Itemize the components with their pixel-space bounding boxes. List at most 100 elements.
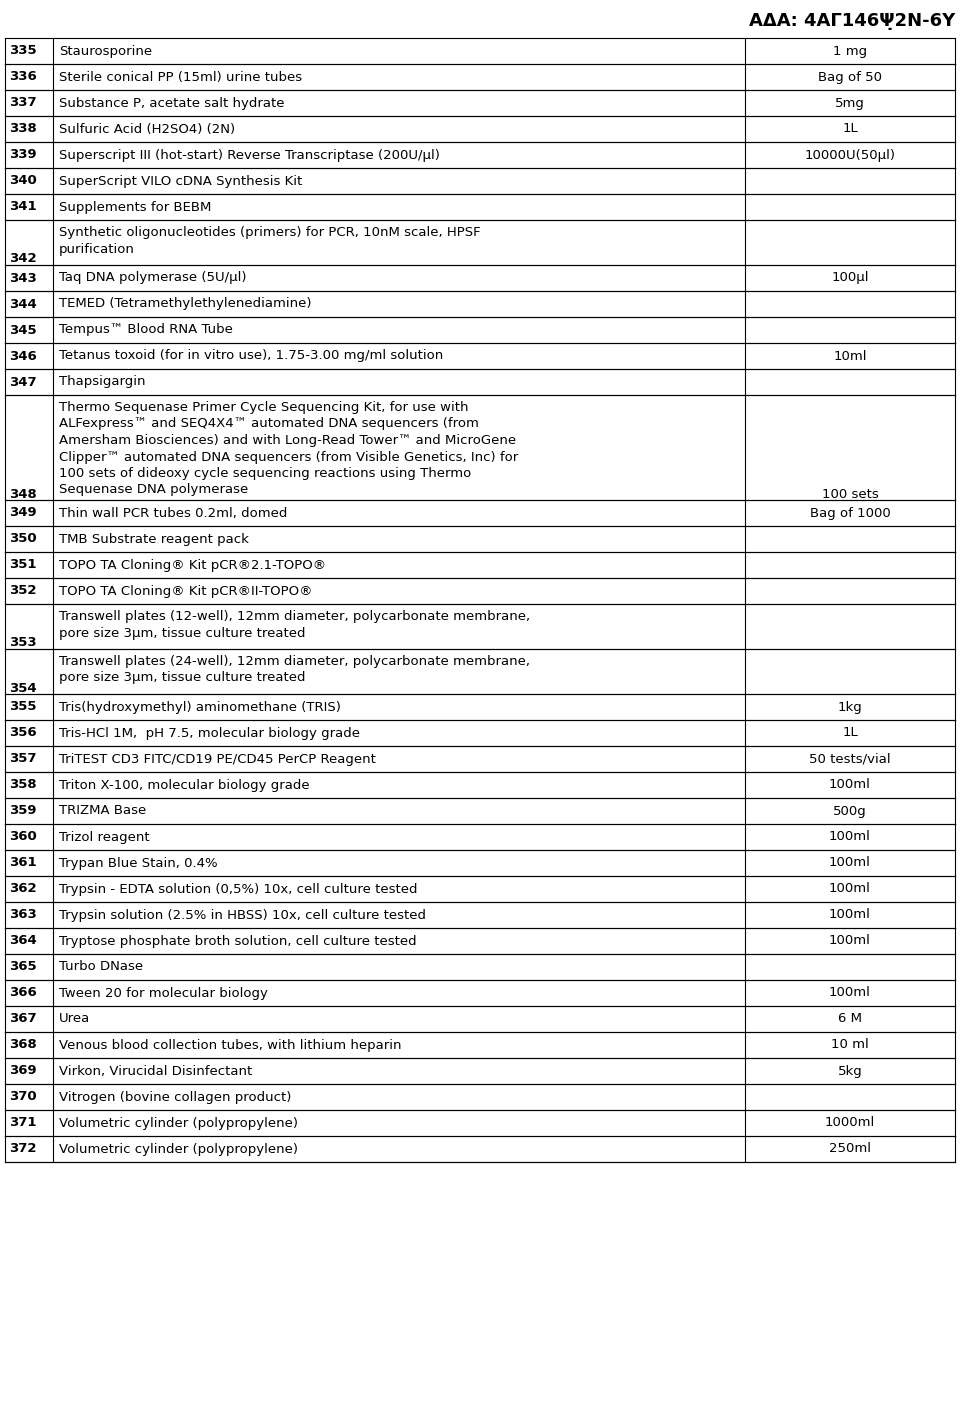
Text: TMB Substrate reagent pack: TMB Substrate reagent pack bbox=[59, 532, 249, 545]
Text: 341: 341 bbox=[9, 200, 36, 213]
Text: 250ml: 250ml bbox=[829, 1142, 871, 1156]
Text: 348: 348 bbox=[9, 488, 36, 500]
Text: TRIZMA Base: TRIZMA Base bbox=[59, 804, 146, 818]
Text: 342: 342 bbox=[9, 252, 36, 266]
Text: Supplements for BEBM: Supplements for BEBM bbox=[59, 200, 211, 213]
Text: Tryptose phosphate broth solution, cell culture tested: Tryptose phosphate broth solution, cell … bbox=[59, 934, 417, 947]
Text: Triton X-100, molecular biology grade: Triton X-100, molecular biology grade bbox=[59, 779, 310, 792]
Text: 367: 367 bbox=[9, 1013, 36, 1026]
Text: TEMED (Tetramethylethylenediamine): TEMED (Tetramethylethylenediamine) bbox=[59, 297, 311, 311]
Text: 359: 359 bbox=[9, 804, 36, 818]
Text: 500g: 500g bbox=[833, 804, 867, 818]
Text: TOPO TA Cloning® Kit pCR®II-TOPO®: TOPO TA Cloning® Kit pCR®II-TOPO® bbox=[59, 584, 313, 597]
Text: 363: 363 bbox=[9, 908, 36, 922]
Text: Tris(hydroxymethyl) aminomethane (TRIS): Tris(hydroxymethyl) aminomethane (TRIS) bbox=[59, 700, 341, 713]
Text: 361: 361 bbox=[9, 856, 36, 870]
Text: 1L: 1L bbox=[842, 727, 858, 740]
Text: 356: 356 bbox=[9, 727, 36, 740]
Text: 337: 337 bbox=[9, 97, 36, 109]
Text: Transwell plates (24-well), 12mm diameter, polycarbonate membrane,
pore size 3μm: Transwell plates (24-well), 12mm diamete… bbox=[59, 656, 530, 685]
Text: 355: 355 bbox=[9, 700, 36, 713]
Text: 372: 372 bbox=[9, 1142, 36, 1156]
Text: Bag of 50: Bag of 50 bbox=[818, 70, 882, 84]
Text: 10ml: 10ml bbox=[833, 349, 867, 363]
Text: 1 mg: 1 mg bbox=[833, 45, 867, 57]
Text: Volumetric cylinder (polypropylene): Volumetric cylinder (polypropylene) bbox=[59, 1142, 298, 1156]
Text: SuperScript VILO cDNA Synthesis Kit: SuperScript VILO cDNA Synthesis Kit bbox=[59, 175, 302, 188]
Text: Trizol reagent: Trizol reagent bbox=[59, 831, 150, 843]
Text: Urea: Urea bbox=[59, 1013, 90, 1026]
Text: 365: 365 bbox=[9, 961, 36, 974]
Text: Volumetric cylinder (polypropylene): Volumetric cylinder (polypropylene) bbox=[59, 1117, 298, 1129]
Text: 364: 364 bbox=[9, 934, 36, 947]
Text: 371: 371 bbox=[9, 1117, 36, 1129]
Text: 335: 335 bbox=[9, 45, 36, 57]
Text: 100ml: 100ml bbox=[829, 934, 871, 947]
Text: 5mg: 5mg bbox=[835, 97, 865, 109]
Text: Tempus™ Blood RNA Tube: Tempus™ Blood RNA Tube bbox=[59, 324, 233, 336]
Text: 339: 339 bbox=[9, 149, 36, 161]
Text: 50 tests/vial: 50 tests/vial bbox=[809, 752, 891, 765]
Text: Thermo Sequenase Primer Cycle Sequencing Kit, for use with
ALFexpress™ and SEQ4X: Thermo Sequenase Primer Cycle Sequencing… bbox=[59, 401, 518, 496]
Text: 100ml: 100ml bbox=[829, 856, 871, 870]
Text: 360: 360 bbox=[9, 831, 36, 843]
Text: Bag of 1000: Bag of 1000 bbox=[809, 507, 890, 520]
Text: Tris-HCl 1M,  pH 7.5, molecular biology grade: Tris-HCl 1M, pH 7.5, molecular biology g… bbox=[59, 727, 360, 740]
Text: 100ml: 100ml bbox=[829, 779, 871, 792]
Text: 100μl: 100μl bbox=[831, 272, 869, 284]
Text: 1000ml: 1000ml bbox=[825, 1117, 876, 1129]
Text: Trypan Blue Stain, 0.4%: Trypan Blue Stain, 0.4% bbox=[59, 856, 218, 870]
Text: 10000U(50μl): 10000U(50μl) bbox=[804, 149, 896, 161]
Text: 100ml: 100ml bbox=[829, 883, 871, 895]
Text: Staurosporine: Staurosporine bbox=[59, 45, 152, 57]
Text: Thapsigargin: Thapsigargin bbox=[59, 375, 146, 388]
Text: 5kg: 5kg bbox=[838, 1065, 862, 1077]
Text: Tetanus toxoid (for in vitro use), 1.75-3.00 mg/ml solution: Tetanus toxoid (for in vitro use), 1.75-… bbox=[59, 349, 444, 363]
Text: 1kg: 1kg bbox=[838, 700, 862, 713]
Text: 336: 336 bbox=[9, 70, 36, 84]
Text: 345: 345 bbox=[9, 324, 36, 336]
Text: 338: 338 bbox=[9, 122, 36, 136]
Text: TriTEST CD3 FITC/CD19 PE/CD45 PerCP Reagent: TriTEST CD3 FITC/CD19 PE/CD45 PerCP Reag… bbox=[59, 752, 376, 765]
Text: 353: 353 bbox=[9, 636, 36, 650]
Text: Synthetic oligonucleotides (primers) for PCR, 10nM scale, HPSF
purification: Synthetic oligonucleotides (primers) for… bbox=[59, 226, 481, 255]
Text: 349: 349 bbox=[9, 507, 36, 520]
Text: 351: 351 bbox=[9, 559, 36, 572]
Text: 357: 357 bbox=[9, 752, 36, 765]
Text: TOPO TA Cloning® Kit pCR®2.1-TOPO®: TOPO TA Cloning® Kit pCR®2.1-TOPO® bbox=[59, 559, 326, 572]
Text: Virkon, Virucidal Disinfectant: Virkon, Virucidal Disinfectant bbox=[59, 1065, 252, 1077]
Text: Thin wall PCR tubes 0.2ml, domed: Thin wall PCR tubes 0.2ml, domed bbox=[59, 507, 287, 520]
Text: 347: 347 bbox=[9, 375, 36, 388]
Text: 10 ml: 10 ml bbox=[831, 1038, 869, 1052]
Text: 6 M: 6 M bbox=[838, 1013, 862, 1026]
Text: Turbo DNase: Turbo DNase bbox=[59, 961, 143, 974]
Text: 346: 346 bbox=[9, 349, 36, 363]
Text: 100ml: 100ml bbox=[829, 986, 871, 999]
Text: Tween 20 for molecular biology: Tween 20 for molecular biology bbox=[59, 986, 268, 999]
Text: Trypsin solution (2.5% in HBSS) 10x, cell culture tested: Trypsin solution (2.5% in HBSS) 10x, cel… bbox=[59, 908, 426, 922]
Text: 368: 368 bbox=[9, 1038, 36, 1052]
Text: Sterile conical PP (15ml) urine tubes: Sterile conical PP (15ml) urine tubes bbox=[59, 70, 302, 84]
Text: 362: 362 bbox=[9, 883, 36, 895]
Text: Sulfuric Acid (H2SO4) (2N): Sulfuric Acid (H2SO4) (2N) bbox=[59, 122, 235, 136]
Text: 358: 358 bbox=[9, 779, 36, 792]
Text: ΑΔΑ: 4ΑΓ146Ψ̣2N-6Y: ΑΔΑ: 4ΑΓ146Ψ̣2N-6Y bbox=[749, 13, 955, 29]
Text: Substance P, acetate salt hydrate: Substance P, acetate salt hydrate bbox=[59, 97, 284, 109]
Text: 340: 340 bbox=[9, 175, 36, 188]
Text: 350: 350 bbox=[9, 532, 36, 545]
Text: Trypsin - EDTA solution (0,5%) 10x, cell culture tested: Trypsin - EDTA solution (0,5%) 10x, cell… bbox=[59, 883, 418, 895]
Text: 366: 366 bbox=[9, 986, 36, 999]
Text: 354: 354 bbox=[9, 681, 36, 695]
Text: 369: 369 bbox=[9, 1065, 36, 1077]
Text: 100ml: 100ml bbox=[829, 908, 871, 922]
Text: Superscript III (hot-start) Reverse Transcriptase (200U/μl): Superscript III (hot-start) Reverse Tran… bbox=[59, 149, 440, 161]
Text: 1L: 1L bbox=[842, 122, 858, 136]
Text: 100 sets: 100 sets bbox=[822, 488, 878, 500]
Text: 343: 343 bbox=[9, 272, 36, 284]
Text: 370: 370 bbox=[9, 1090, 36, 1104]
Text: 100ml: 100ml bbox=[829, 831, 871, 843]
Text: Venous blood collection tubes, with lithium heparin: Venous blood collection tubes, with lith… bbox=[59, 1038, 401, 1052]
Text: 352: 352 bbox=[9, 584, 36, 597]
Text: 344: 344 bbox=[9, 297, 36, 311]
Text: Taq DNA polymerase (5U/μl): Taq DNA polymerase (5U/μl) bbox=[59, 272, 247, 284]
